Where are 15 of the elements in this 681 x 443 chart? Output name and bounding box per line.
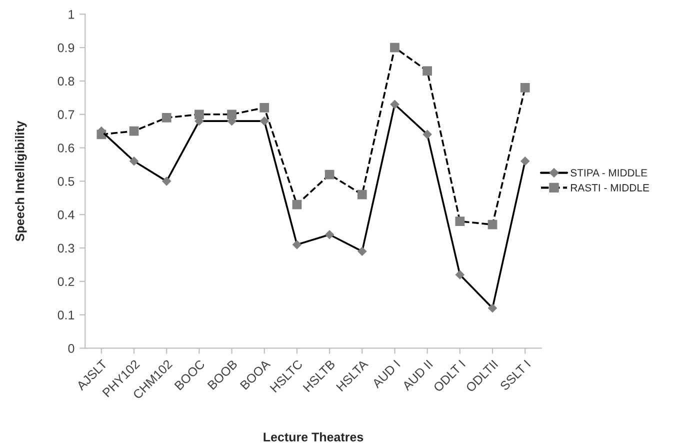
legend-label: RASTI - MIDDLE: [571, 184, 650, 192]
y-tick-label: 0.1: [58, 310, 74, 320]
y-tick-label: 1: [68, 10, 74, 19]
y-tick-label: 0.5: [58, 176, 74, 186]
y-tick-label: 0.4: [58, 210, 74, 220]
y-axis-title: Speech Intelligibility: [15, 120, 27, 242]
y-tick-label: 0: [68, 344, 74, 353]
y-tick-label: 0.3: [58, 244, 74, 253]
y-tick-label: 0.6: [58, 144, 74, 152]
legend-label: STIPA - MIDDLE: [570, 169, 648, 177]
y-tick-label: 0.9: [58, 43, 74, 52]
y-tick-label: 0.8: [58, 76, 74, 86]
y-tick-label: 0.7: [58, 110, 74, 120]
y-tick-label: 0.2: [58, 277, 74, 286]
x-axis-title: Lecture Theatres: [264, 432, 364, 442]
